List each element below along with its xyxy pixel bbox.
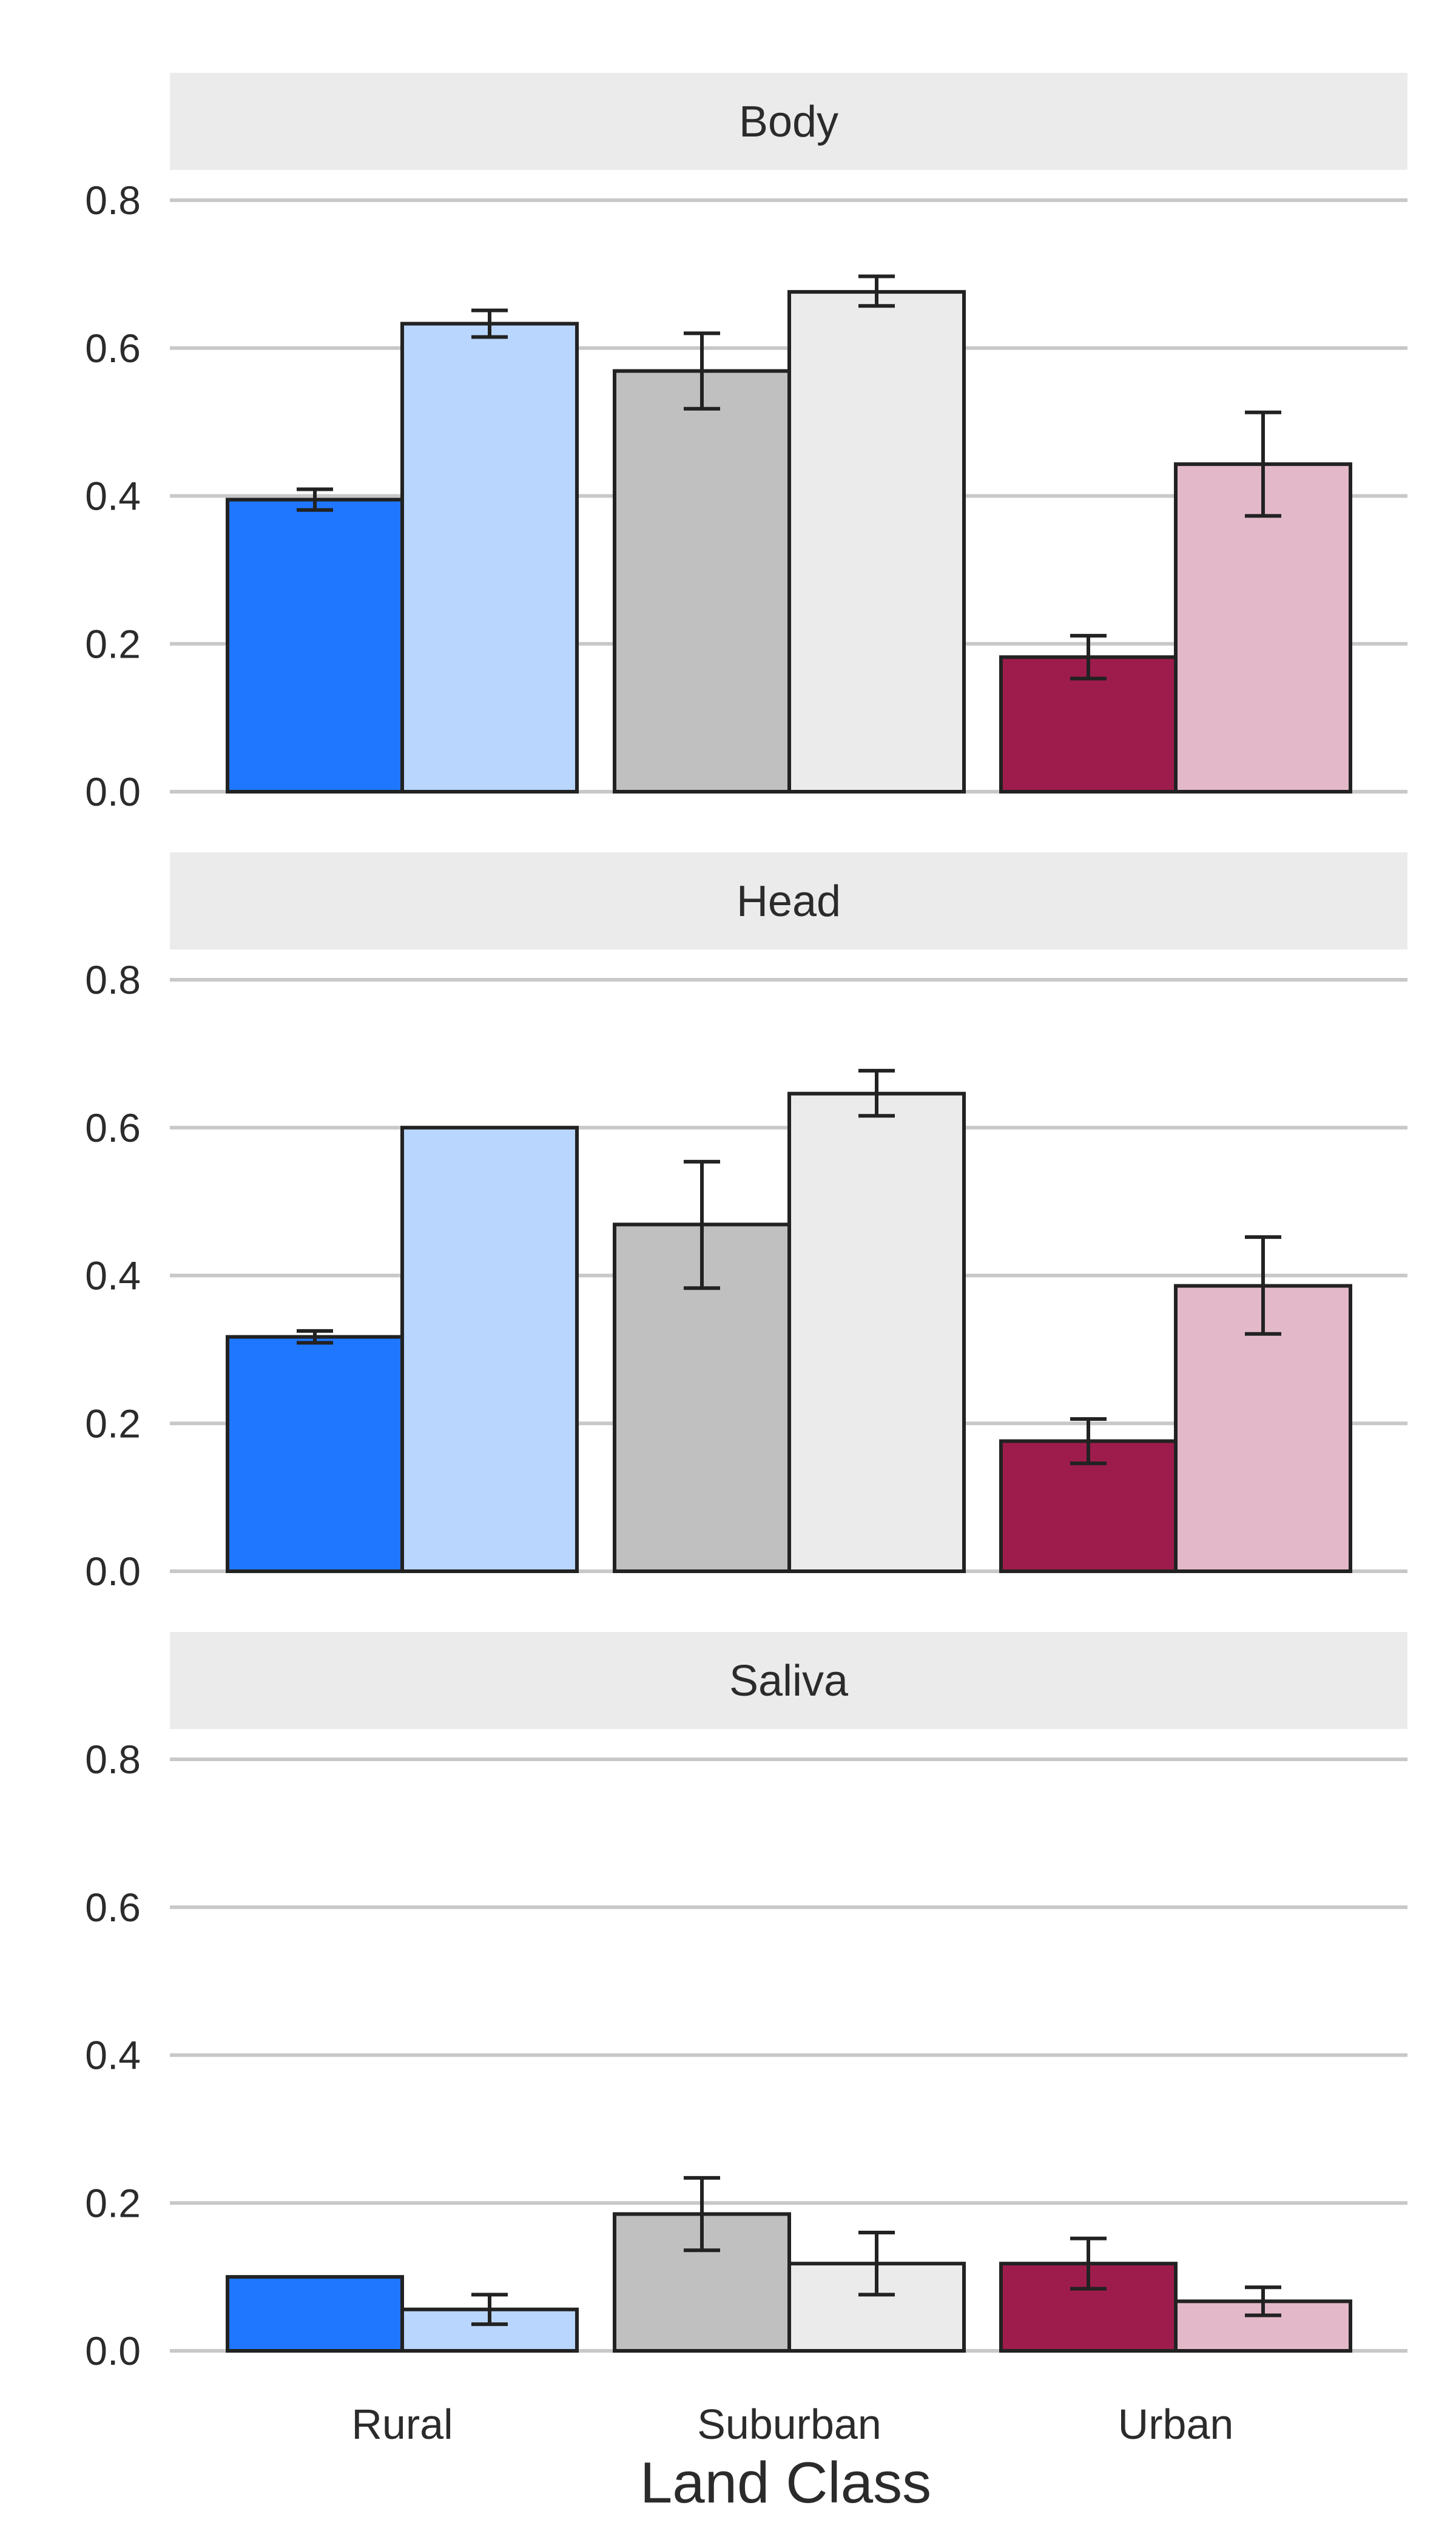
bar-suburban-2 (787, 1091, 966, 1573)
bar-rural-2 (400, 1125, 579, 1573)
y-tick-label: 0.8 (85, 957, 141, 1002)
panel-strip (170, 73, 1407, 170)
y-tick-label: 0.0 (85, 769, 141, 814)
x-tick-label-suburban: Suburban (697, 2401, 881, 2448)
y-tick-label: 0.2 (85, 1401, 141, 1446)
bar-rural-2 (400, 322, 579, 794)
y-tick-label: 0.4 (85, 2033, 141, 2078)
bar-suburban-1 (613, 369, 791, 794)
x-tick-label-rural: Rural (351, 2401, 453, 2448)
x-axis: Rural Suburban Urban (351, 2401, 1233, 2448)
y-tick-label: 0.4 (85, 474, 141, 519)
y-tick-label: 0.6 (85, 1105, 141, 1150)
y-tick-label: 0.2 (85, 2180, 141, 2225)
panel-title: Saliva (729, 1657, 849, 1705)
panel-head: Head 0.0 0.2 0.4 0.6 0.8 (85, 852, 1407, 1594)
y-tick-label: 0.2 (85, 621, 141, 666)
y-tick-label: 0.6 (85, 326, 141, 371)
panel-saliva: Saliva 0.0 0.2 0.4 0.6 0.8 (85, 1632, 1407, 2373)
y-tick-label: 0.8 (85, 178, 141, 223)
y-tick-label: 0.6 (85, 1885, 141, 1930)
bar-rural-1 (226, 1335, 404, 1573)
panel-strip (170, 1632, 1407, 1729)
y-tick-label: 0.0 (85, 1549, 141, 1594)
panel-title: Head (736, 877, 841, 926)
bar-suburban-2 (787, 290, 966, 794)
bar-rural-1 (226, 497, 404, 794)
y-tick-label: 0.4 (85, 1253, 141, 1298)
x-axis-title: Land Class (640, 2450, 931, 2515)
x-tick-label-urban: Urban (1118, 2401, 1234, 2448)
panel-strip (170, 852, 1407, 949)
panel-title: Body (739, 98, 838, 146)
panel-body: Body 0.0 0.2 0.4 0.6 0.8 (85, 73, 1407, 814)
panels-layer: Body0.00.20.40.60.8Head0.00.20.40.60.8Sa… (85, 73, 1407, 2373)
y-tick-label: 0.0 (85, 2328, 141, 2373)
bar-rural-1 (226, 2275, 404, 2353)
y-tick-label: 0.8 (85, 1737, 141, 1782)
bar-urban-2 (1174, 462, 1352, 794)
